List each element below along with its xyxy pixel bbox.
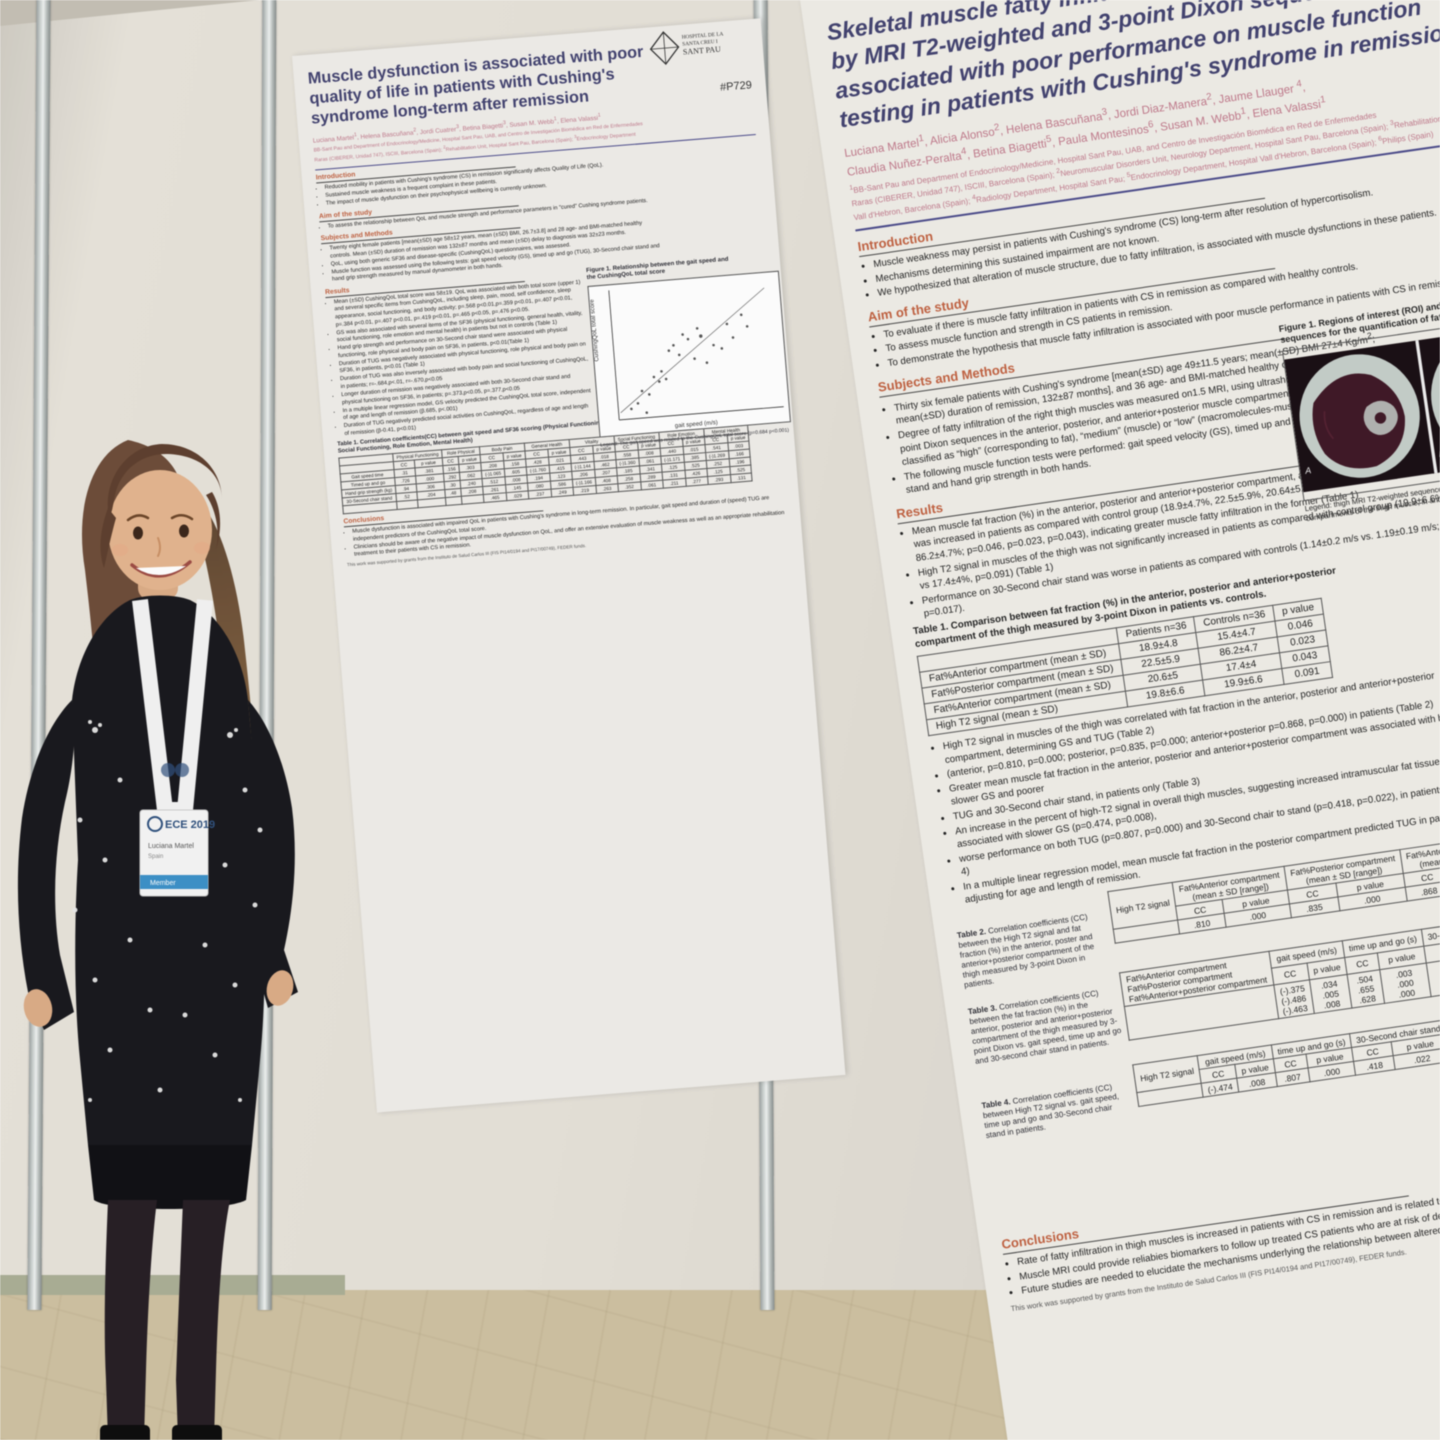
svg-text:Spain: Spain bbox=[148, 854, 163, 860]
svg-text:SANT PAU: SANT PAU bbox=[683, 45, 722, 57]
svg-text:gait speed (m/s): gait speed (m/s) bbox=[675, 420, 718, 429]
svg-text:ECE 2019: ECE 2019 bbox=[165, 819, 215, 831]
svg-text:CushingQoL total score: CushingQoL total score bbox=[589, 298, 600, 361]
svg-text:Member: Member bbox=[150, 880, 176, 887]
svg-text:Luciana Martel: Luciana Martel bbox=[148, 843, 194, 850]
